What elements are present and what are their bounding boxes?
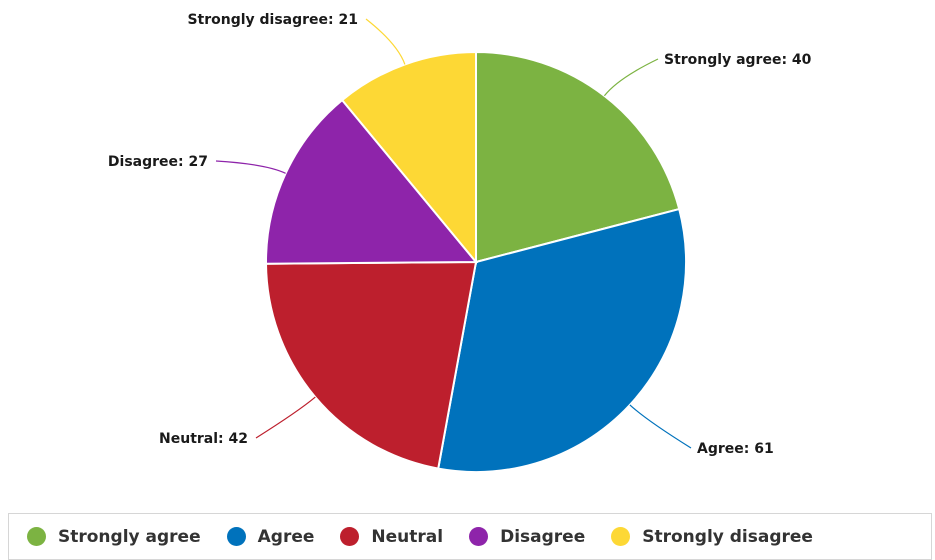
legend-item-agree[interactable]: Agree — [226, 526, 315, 547]
legend-item-disagree[interactable]: Disagree — [469, 527, 585, 547]
legend-marker — [340, 527, 360, 546]
pie-slice-agree[interactable] — [437, 207, 687, 473]
pie-connectors — [215, 18, 692, 449]
legend-label: Disagree — [500, 526, 586, 547]
connector-neutral — [255, 396, 316, 439]
data-label-neutral: Neutral: 42 — [159, 431, 248, 447]
legend-item-strongly-agree[interactable]: Strongly agree — [27, 527, 201, 547]
pie-slice-strongly-agree[interactable] — [475, 50, 681, 264]
legend-item-strongly-disagree[interactable]: Strongly disagree — [611, 527, 813, 547]
legend-label: Neutral — [371, 526, 444, 547]
connector-strongly-disagree — [365, 18, 406, 65]
data-label-agree: Agree: 61 — [697, 441, 774, 457]
pie-slices — [265, 50, 687, 473]
data-label-strongly-disagree: Strongly disagree: 21 — [187, 12, 358, 28]
pie-chart-svg: Strongly agree: 40 Agree: 61 Neutral: 42 Di… — [108, 12, 812, 473]
legend-label: Strongly agree — [58, 526, 201, 547]
legend-marker — [226, 527, 246, 546]
pie-slice-strongly-disagree[interactable] — [340, 50, 477, 265]
legend-marker — [27, 527, 46, 546]
legend-item-neutral[interactable]: Neutral — [340, 527, 443, 547]
legend-label: Agree — [257, 526, 315, 547]
connector-strongly-agree — [603, 58, 659, 97]
connector-disagree — [215, 160, 286, 174]
chart-legend: Strongly agree Agree Neutral Disagree St… — [8, 513, 932, 560]
legend-marker — [611, 527, 631, 546]
pie-slice-disagree[interactable] — [265, 98, 479, 265]
pie-slice-neutral[interactable] — [265, 260, 478, 470]
connector-agree — [629, 404, 692, 449]
data-label-strongly-agree: Strongly agree: 40 — [664, 52, 812, 68]
data-label-disagree: Disagree: 27 — [108, 154, 208, 170]
legend-label: Strongly disagree — [642, 526, 813, 547]
legend-marker — [469, 527, 489, 546]
pie-data-labels: Strongly agree: 40 Agree: 61 Neutral: 42 Di… — [108, 12, 812, 457]
